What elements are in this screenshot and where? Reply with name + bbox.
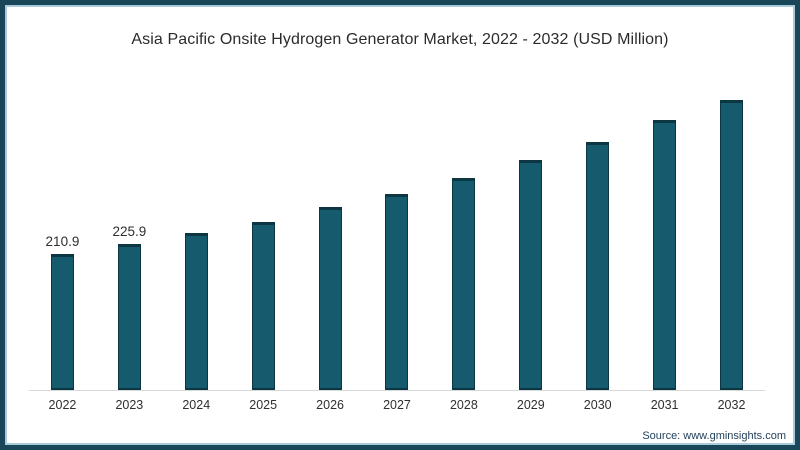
- source-attribution: Source: www.gminsights.com: [642, 430, 786, 442]
- bar-value-label: 225.9: [112, 224, 147, 239]
- bar: [586, 142, 610, 390]
- x-axis-tick-label: 2022: [48, 398, 77, 412]
- bar: [452, 178, 476, 390]
- bar: [318, 207, 342, 390]
- bar-column: 225.9: [96, 60, 163, 390]
- x-axis-tick-label: 2031: [650, 398, 679, 412]
- bar: [385, 194, 409, 390]
- x-axis-tick-label: 2025: [249, 398, 278, 412]
- bar: [720, 100, 744, 390]
- x-axis-tick-label: 2029: [516, 398, 545, 412]
- bar-column: [497, 60, 564, 390]
- bar-column: [364, 60, 431, 390]
- x-axis-tick-label: 2026: [316, 398, 344, 412]
- bar: [50, 254, 74, 390]
- x-axis-tick-label: 2024: [182, 398, 211, 412]
- bar-column: 210.9: [29, 60, 96, 390]
- bar-column: [564, 60, 631, 390]
- bar: [251, 222, 275, 390]
- bar: [653, 120, 677, 390]
- bar-chart-plot-area: 210.9 225.9: [29, 60, 765, 391]
- x-axis-tick-label: 2030: [583, 398, 612, 412]
- x-axis-labels-row: 2022 2023 2024 2025 2026 2027 2028 2029 2030 2031…: [29, 398, 765, 412]
- bar-column: [297, 60, 364, 390]
- x-axis-tick-label: 2032: [717, 398, 746, 412]
- bar-column: [163, 60, 230, 390]
- bar: [519, 160, 543, 390]
- x-axis-tick-label: 2028: [449, 398, 478, 412]
- bar: [117, 244, 141, 390]
- chart-title: Asia Pacific Onsite Hydrogen Generator M…: [131, 31, 669, 48]
- bar: [184, 233, 208, 390]
- bar-column: [698, 60, 765, 390]
- bar-column: [230, 60, 297, 390]
- bar-column: [631, 60, 698, 390]
- x-axis-tick-label: 2027: [383, 398, 411, 412]
- bar-column: [430, 60, 497, 390]
- x-axis-tick-label: 2023: [115, 398, 144, 412]
- bar-value-label: 210.9: [45, 234, 80, 249]
